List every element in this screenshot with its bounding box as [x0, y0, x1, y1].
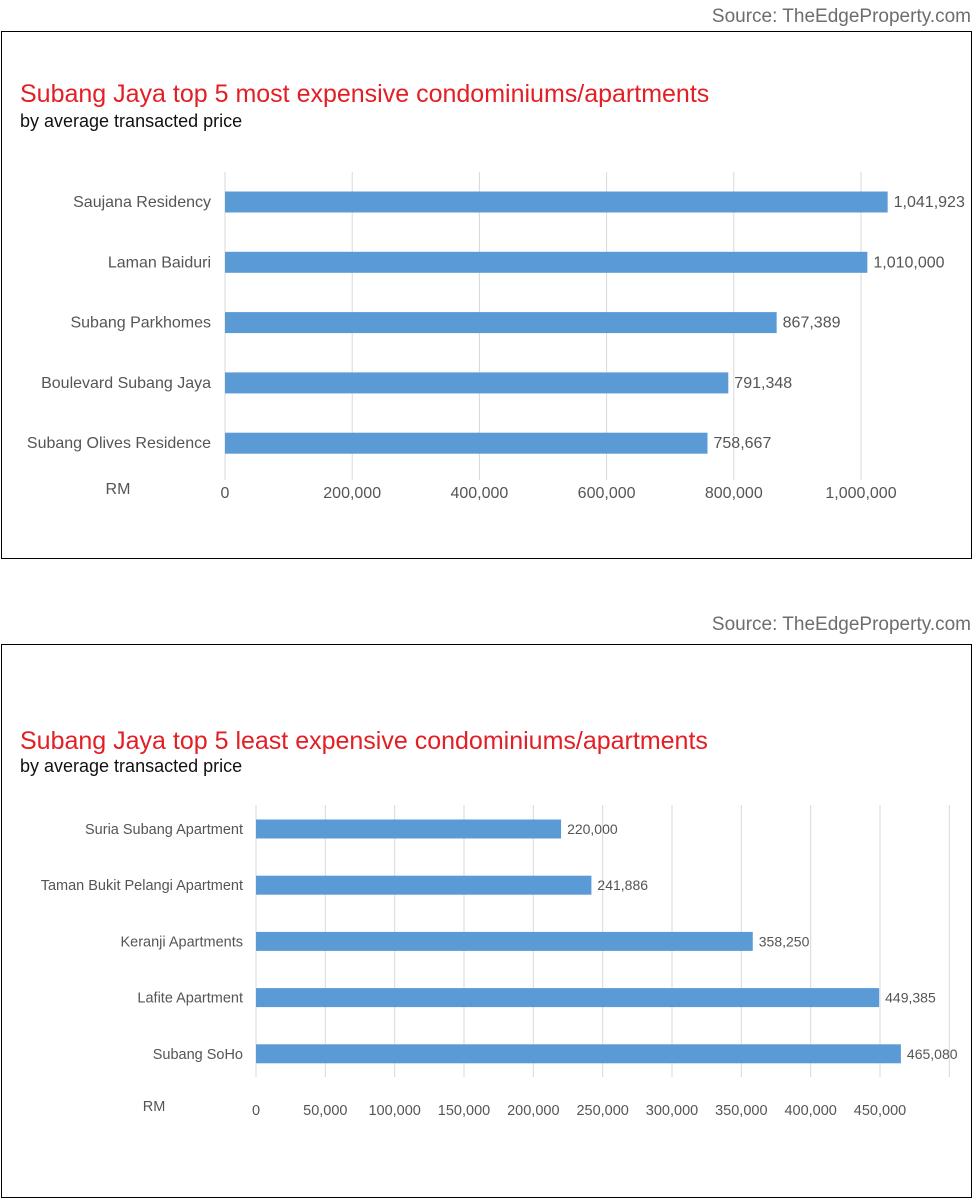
x-tick-label: 250,000: [576, 1103, 628, 1119]
bar: [225, 312, 777, 334]
x-tick-label: 50,000: [303, 1103, 347, 1119]
data-label: 1,010,000: [873, 254, 944, 271]
chart-title: Subang Jaya top 5 most expensive condomi…: [20, 80, 710, 108]
bar: [225, 432, 708, 454]
data-label: 220,000: [567, 821, 618, 837]
category-label: Keranji Apartments: [120, 934, 243, 950]
x-tick-label: 1,000,000: [825, 485, 896, 502]
x-tick-label: 0: [252, 1103, 260, 1119]
category-label: Lafite Apartment: [137, 991, 243, 1007]
x-tick-label: 600,000: [578, 485, 636, 502]
x-tick-label: 200,000: [507, 1103, 559, 1119]
data-label: 758,667: [714, 435, 772, 452]
chart-panel-most-expensive: Subang Jaya top 5 most expensive condomi…: [1, 31, 972, 559]
source-label: Source: TheEdgeProperty.com: [711, 614, 971, 635]
category-label: Laman Baiduri: [108, 254, 211, 271]
bar-chart-least-expensive: 0 50,000 100,000 150,000 200,000 250,000 300,0…: [41, 805, 958, 1119]
chart-subtitle: by average transacted price: [20, 756, 243, 776]
bar: [225, 191, 888, 213]
category-label: Suria Subang Apartment: [85, 822, 243, 838]
category-label: Saujana Residency: [73, 194, 211, 211]
x-tick-label: 450,000: [854, 1103, 906, 1119]
bar: [225, 251, 868, 273]
category-label: Taman Bukit Pelangi Apartment: [41, 878, 243, 894]
data-label: 1,041,923: [894, 194, 965, 211]
x-tick-label: 350,000: [715, 1103, 767, 1119]
data-label: 358,250: [759, 933, 810, 949]
category-label: Subang Olives Residence: [27, 435, 211, 452]
bar-chart-most-expensive: 0 200,000 400,000 600,000 800,000 1,000,000 RM…: [27, 172, 965, 502]
bar: [256, 931, 753, 951]
bar: [225, 372, 729, 394]
chart-panel-least-expensive: Subang Jaya top 5 least expensive condom…: [1, 644, 972, 1198]
data-label: 449,385: [885, 990, 936, 1006]
bar: [256, 1044, 901, 1064]
x-tick-label: 400,000: [784, 1103, 836, 1119]
x-tick-label: 0: [221, 485, 230, 502]
x-tick-label: 400,000: [450, 485, 508, 502]
chart-subtitle: by average transacted price: [20, 111, 243, 131]
x-tick-label: 100,000: [368, 1103, 420, 1119]
chart-title: Subang Jaya top 5 least expensive condom…: [20, 727, 708, 755]
category-label: Subang SoHo: [153, 1047, 243, 1063]
x-tick-label: 200,000: [323, 485, 381, 502]
data-label: 465,080: [907, 1046, 958, 1062]
unit-label: RM: [143, 1099, 166, 1115]
bar: [256, 988, 880, 1008]
x-tick-label: 800,000: [705, 485, 763, 502]
unit-label: RM: [106, 481, 131, 498]
data-label: 791,348: [734, 375, 792, 392]
category-label: Boulevard Subang Jaya: [41, 375, 211, 392]
category-label: Subang Parkhomes: [70, 315, 211, 332]
data-label: 867,389: [783, 315, 841, 332]
x-tick-label: 300,000: [646, 1103, 698, 1119]
x-tick-label: 150,000: [438, 1103, 490, 1119]
source-label: Source: TheEdgeProperty.com: [711, 6, 971, 27]
bar: [256, 819, 562, 839]
data-label: 241,886: [597, 877, 648, 893]
bar: [256, 875, 592, 895]
